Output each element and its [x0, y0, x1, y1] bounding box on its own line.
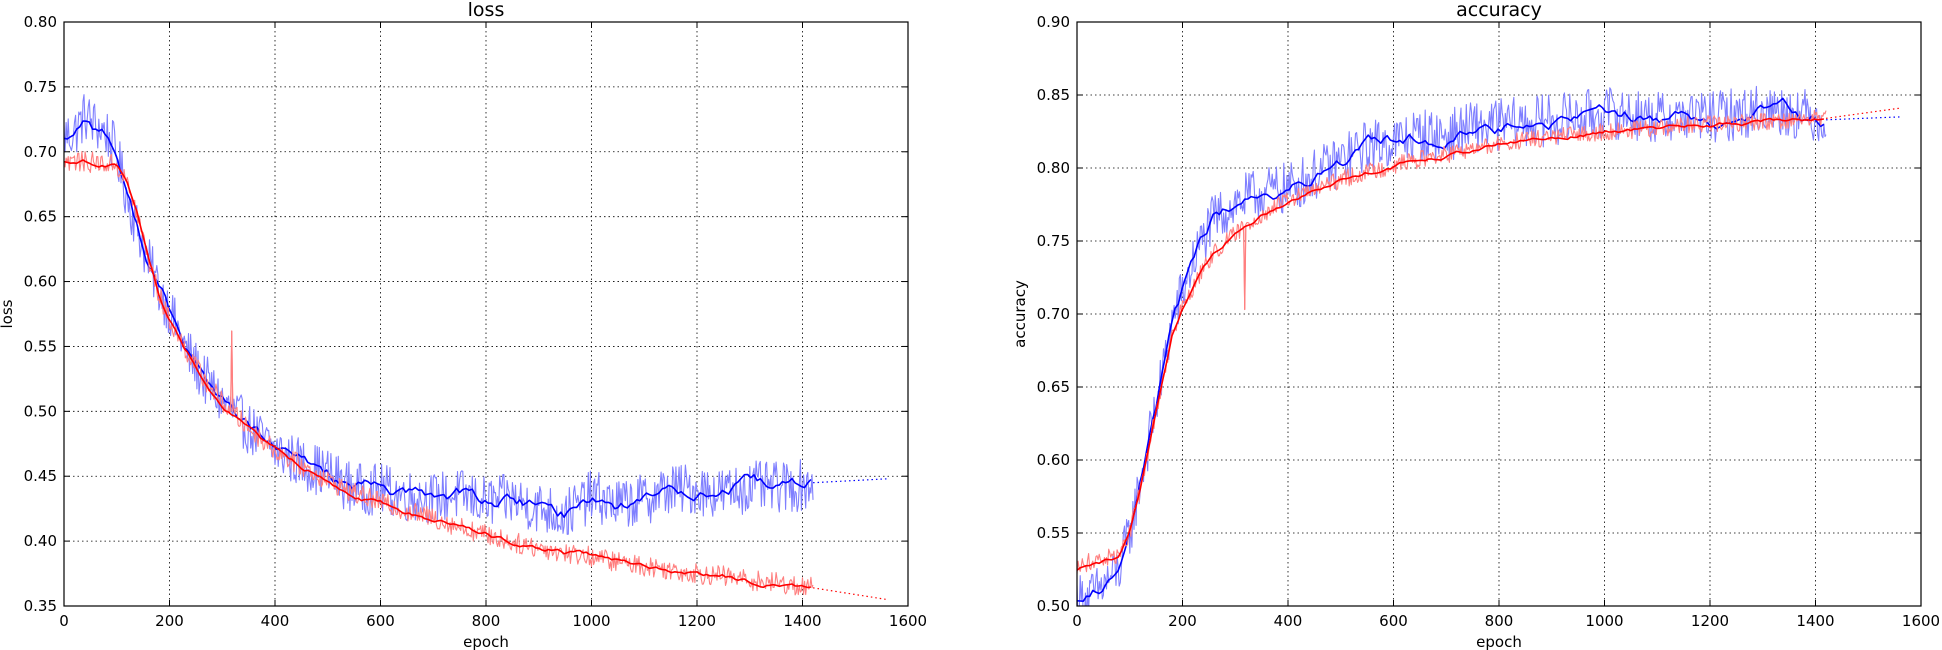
y-tick-label: 0.70	[1037, 305, 1070, 323]
trend-extension-line	[1826, 116, 1900, 121]
y-tick-label: 0.65	[1037, 378, 1070, 396]
trend-extension-line	[812, 587, 887, 601]
y-tick-label: 0.55	[1037, 524, 1070, 542]
y-tick-label: 0.90	[1037, 13, 1070, 31]
series-smooth-line	[64, 120, 812, 519]
y-tick-label: 0.40	[24, 532, 57, 550]
x-tick-label: 1600	[889, 612, 927, 630]
series-smooth-line	[1077, 117, 1825, 571]
x-axis-label: epoch	[1476, 633, 1522, 650]
x-tick-label: 0	[1072, 612, 1082, 630]
x-tick-label: 400	[1274, 612, 1303, 630]
x-axis-label: epoch	[463, 633, 509, 650]
y-tick-label: 0.55	[24, 337, 57, 355]
y-tick-label: 0.50	[24, 402, 57, 420]
series-raw-line	[1077, 109, 1827, 575]
y-tick-label: 0.60	[24, 273, 57, 291]
y-tick-label: 0.35	[24, 597, 57, 615]
y-tick-label: 0.70	[24, 143, 57, 161]
loss-chart: 0 200 400 600 800 1000 1200 1400 1600 0.35 0.40 0.4…	[0, 0, 927, 650]
y-tick-label: 0.80	[24, 13, 57, 31]
series-raw-line	[64, 94, 814, 535]
x-tick-label: 200	[155, 612, 184, 630]
x-tick-label: 1400	[1796, 612, 1834, 630]
x-tick-label: 600	[1379, 612, 1408, 630]
y-tick-label: 0.65	[24, 208, 57, 226]
x-tick-label: 600	[366, 612, 395, 630]
x-tick-label: 200	[1168, 612, 1197, 630]
x-tick-label: 1000	[1585, 612, 1623, 630]
y-tick-label: 0.75	[24, 78, 57, 96]
x-tick-label: 1600	[1902, 612, 1940, 630]
x-tick-label: 0	[59, 612, 69, 630]
x-tick-label: 400	[261, 612, 290, 630]
x-tick-label: 1000	[572, 612, 610, 630]
trend-extension-line	[1825, 107, 1900, 119]
y-tick-label: 0.45	[24, 467, 57, 485]
x-tick-label: 800	[472, 612, 501, 630]
series-raw-line	[64, 150, 814, 596]
y-tick-label: 0.60	[1037, 451, 1070, 469]
accuracy-chart: 0 200 400 600 800 1000 1200 1400 1600 0.50 0.55 0.6…	[1011, 0, 1940, 650]
series-group	[1077, 85, 1827, 606]
y-tick-label: 0.75	[1037, 232, 1070, 250]
y-tick-label: 0.85	[1037, 86, 1070, 104]
trend-extension-line	[813, 478, 887, 484]
chart-title: loss	[468, 0, 505, 21]
chart-title: accuracy	[1456, 0, 1542, 21]
x-tick-label: 800	[1485, 612, 1514, 630]
series-smooth-line	[64, 159, 812, 589]
x-tick-label: 1200	[1691, 612, 1729, 630]
x-tick-label: 1400	[783, 612, 821, 630]
y-tick-label: 0.50	[1037, 597, 1070, 615]
series-group	[64, 94, 814, 596]
series-raw-line	[1077, 85, 1827, 606]
y-tick-label: 0.80	[1037, 159, 1070, 177]
y-axis-label: accuracy	[1011, 280, 1029, 348]
x-tick-label: 1200	[678, 612, 716, 630]
series-smooth-line	[1077, 97, 1825, 603]
y-axis-label: loss	[0, 299, 16, 328]
